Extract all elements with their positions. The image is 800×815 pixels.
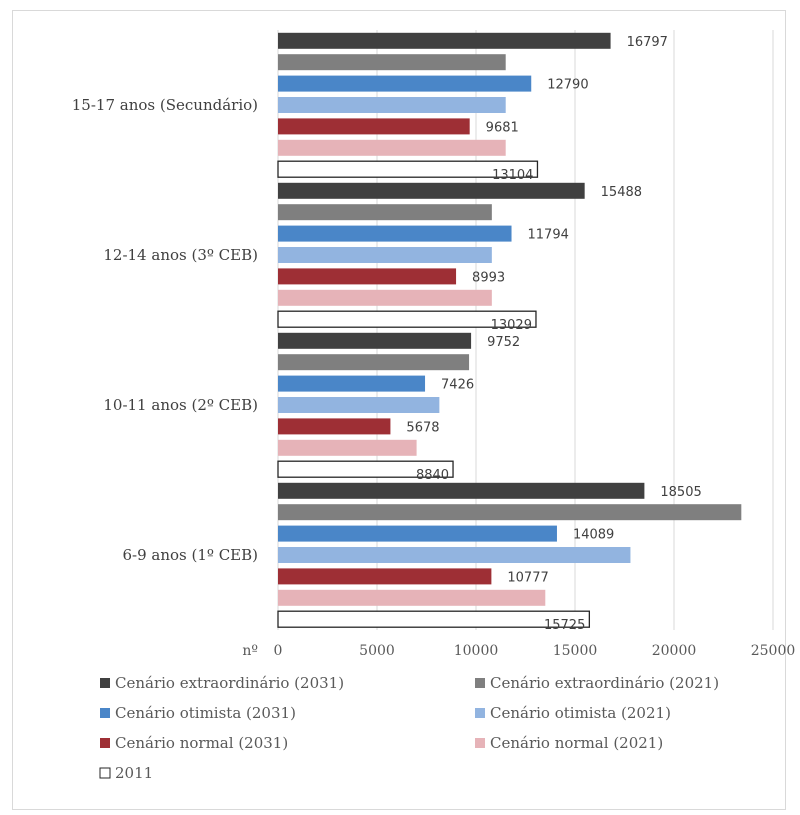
bar	[278, 418, 391, 435]
x-tick-label: 20000	[652, 643, 697, 659]
bar	[278, 54, 506, 71]
x-tick-label: 0	[274, 643, 283, 659]
bar	[278, 182, 585, 199]
category-label: 6-9 anos (1º CEB)	[122, 546, 258, 564]
bar	[278, 375, 426, 392]
legend-swatch	[100, 738, 110, 748]
data-label: 15488	[601, 185, 642, 200]
x-tick-label: 5000	[359, 643, 395, 659]
legend-label: 2011	[115, 764, 153, 782]
bar	[277, 610, 591, 628]
bar	[277, 310, 537, 328]
data-label: 16797	[627, 35, 668, 50]
bar	[278, 139, 506, 156]
legend-label: Cenário otimista (2021)	[490, 704, 671, 722]
bar	[278, 504, 742, 521]
data-label: 10777	[507, 570, 548, 585]
category-label: 15-17 anos (Secundário)	[72, 96, 258, 114]
data-label: 13029	[491, 318, 532, 333]
bar	[278, 75, 532, 92]
data-label: 15725	[544, 618, 585, 633]
bar	[278, 568, 492, 585]
bar	[278, 332, 472, 349]
data-label: 9681	[486, 120, 519, 135]
data-label: 5678	[406, 420, 439, 435]
category-label: 12-14 anos (3º CEB)	[103, 246, 258, 264]
legend-swatch	[100, 678, 110, 688]
x-tick-label: 15000	[553, 643, 598, 659]
bar	[278, 247, 492, 263]
x-axis: nº 0 5000 10000 15000 20000 25000	[242, 643, 795, 659]
data-labels: 16797 12790 9681 13104 15488 11794 8993 13029 97…	[406, 35, 701, 633]
legend-label: Cenário normal (2021)	[490, 734, 663, 752]
data-label: 8840	[416, 468, 449, 483]
bar	[278, 289, 492, 306]
bar	[278, 482, 645, 499]
category-label: 10-11 anos (2º CEB)	[103, 396, 258, 414]
bar	[278, 204, 492, 221]
category-labels: 15-17 anos (Secundário) 12-14 anos (3º CE…	[72, 96, 258, 564]
legend-label: Cenário extraordinário (2031)	[115, 674, 344, 692]
bars	[277, 32, 742, 628]
bar	[278, 397, 440, 413]
bar	[278, 525, 557, 542]
data-label: 7426	[441, 378, 474, 393]
legend-label: Cenário otimista (2031)	[115, 704, 296, 722]
legend-swatch	[99, 767, 111, 779]
legend-swatch	[475, 678, 485, 688]
x-tick-label: 10000	[454, 643, 499, 659]
bar	[278, 97, 506, 113]
legend-swatch	[475, 708, 485, 718]
data-label: 8993	[472, 270, 505, 285]
bar	[277, 460, 454, 478]
data-label: 9752	[487, 335, 520, 350]
data-label: 18505	[660, 485, 701, 500]
bar	[278, 547, 631, 563]
bar	[278, 268, 457, 285]
legend: Cenário extraordinário (2031) Cenário ext…	[99, 674, 719, 782]
data-label: 12790	[547, 78, 588, 93]
bar	[278, 354, 470, 371]
bar	[278, 589, 546, 606]
legend-label: Cenário extraordinário (2021)	[490, 674, 719, 692]
x-tick-label: 25000	[751, 643, 796, 659]
data-label: 11794	[528, 228, 569, 243]
legend-swatch	[100, 708, 110, 718]
legend-swatch	[475, 738, 485, 748]
data-label: 13104	[492, 168, 533, 183]
bar	[278, 439, 417, 456]
bar	[278, 118, 470, 135]
x-axis-label: nº	[242, 643, 258, 659]
data-label: 14089	[573, 528, 614, 543]
legend-label: Cenário normal (2031)	[115, 734, 288, 752]
bar	[278, 225, 512, 242]
bar	[278, 32, 611, 49]
bar	[277, 160, 539, 178]
